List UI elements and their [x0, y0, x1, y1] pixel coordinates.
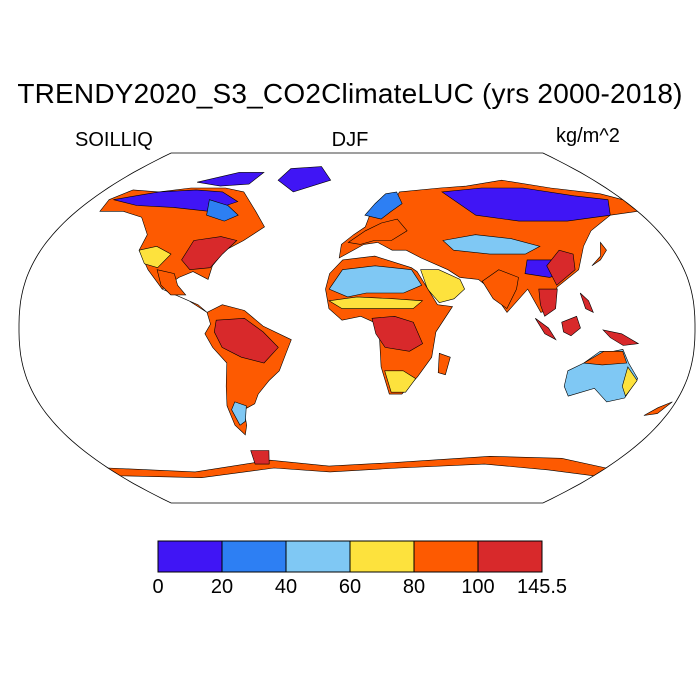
japan	[591, 241, 607, 267]
central-asia	[442, 234, 541, 255]
indonesia-borneo	[561, 315, 581, 337]
china-east	[546, 249, 576, 286]
new-guinea	[602, 329, 640, 346]
colorbar-bin-3	[349, 540, 415, 573]
colorbar-bin-0	[157, 540, 223, 573]
canada-north	[113, 189, 239, 212]
colorbar-tick-label: 80	[402, 576, 426, 598]
antarctic-peninsula	[250, 450, 270, 465]
antarctica-fringe	[106, 455, 607, 479]
siberia	[441, 187, 611, 222]
colorbar-tick-label: 100	[461, 576, 495, 598]
colorbar-bin-4	[413, 540, 479, 573]
greenland-edge	[277, 166, 332, 193]
colorbar-bin-2	[285, 540, 351, 573]
mexico	[156, 269, 187, 296]
madagascar	[437, 352, 451, 376]
australia-east	[621, 366, 638, 397]
units-label: kg/m^2	[556, 125, 620, 147]
colorbar-tick-label: 40	[274, 576, 298, 598]
variable-label: SOILLIQ	[75, 129, 153, 151]
map-title: TRENDY2020_S3_CO2ClimateLUC (yrs 2000-20…	[17, 78, 683, 109]
amazon	[213, 317, 279, 364]
central-africa	[371, 315, 423, 352]
scandinavia	[364, 191, 403, 220]
south-africa	[384, 370, 417, 393]
colorbar-tick-label: 145.5	[516, 576, 568, 598]
new-zealand	[643, 401, 673, 416]
map-boundary	[18, 152, 696, 504]
land-areas	[99, 166, 673, 479]
colorbar-bin-5	[477, 540, 543, 573]
sahara	[328, 265, 423, 298]
india	[481, 269, 519, 310]
colorbar-tick-label: 60	[338, 576, 362, 598]
philippines	[579, 292, 594, 314]
us-west	[138, 245, 172, 269]
season-label: DJF	[331, 129, 369, 151]
colorbar-tick-label: 20	[210, 576, 234, 598]
north-america-east	[181, 236, 238, 271]
indonesia-sumatra	[535, 318, 557, 341]
patagonia	[231, 401, 247, 426]
arctic-islands	[197, 172, 265, 187]
colorbar-tick-label: 0	[152, 576, 164, 598]
sahel	[328, 296, 424, 309]
hudson-region	[206, 199, 239, 222]
indochina	[538, 288, 558, 317]
colorbar-bin-1	[221, 540, 287, 573]
europe-core	[347, 218, 408, 245]
australia-north	[582, 351, 628, 366]
